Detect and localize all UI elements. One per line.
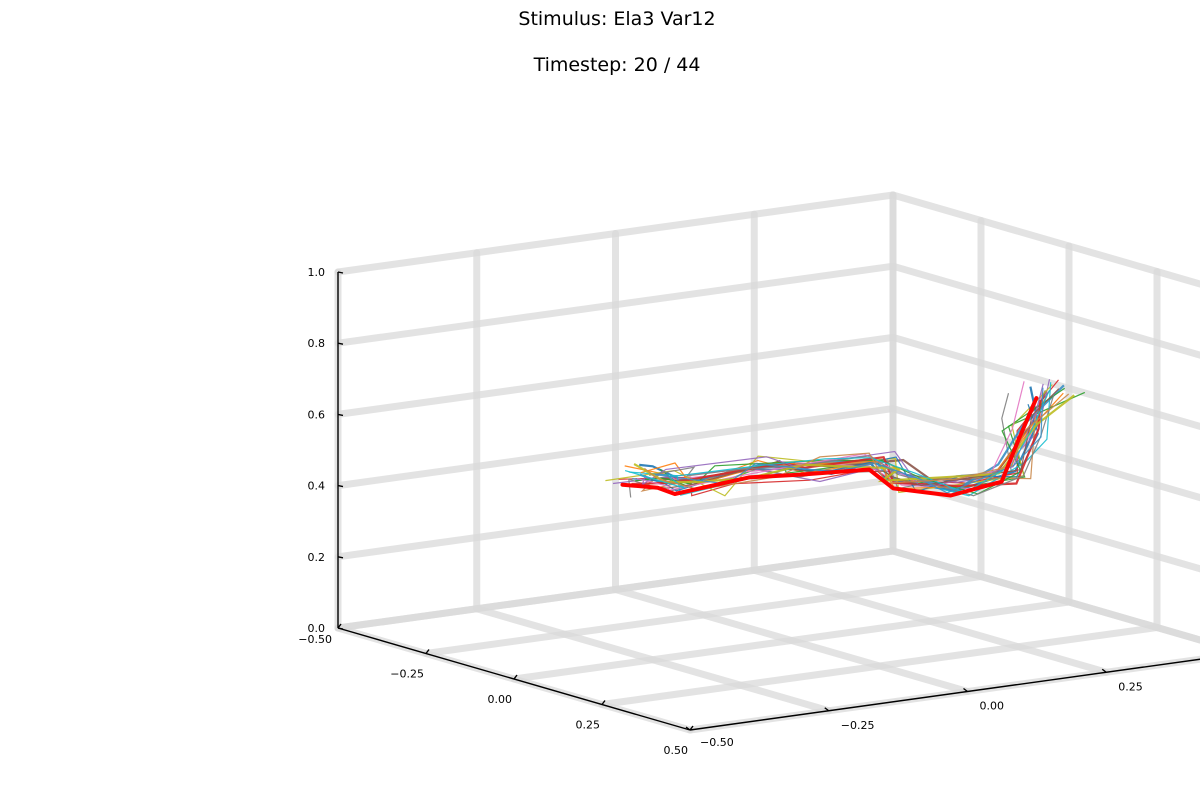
z-tick-label: 0.4 [308,480,326,493]
x-tick-mark [513,674,518,680]
y-tick-mark [824,707,830,712]
grid-line [750,566,1110,676]
grid-line [334,262,897,347]
y-tick-label: −0.25 [841,719,875,732]
x-tick-label: 0.50 [664,744,689,757]
x-tick-label: −0.50 [298,633,332,646]
z-tick-mark [337,342,344,345]
x-tick-label: 0.25 [576,719,601,732]
z-tick-mark [337,627,344,630]
y-tick-label: −0.50 [700,736,734,749]
x-tick-mark [425,649,430,654]
z-tick-label: 1.0 [308,266,326,279]
grid-line [889,262,1200,359]
grid-line [334,333,897,418]
trajectory-line [624,389,1051,494]
y-tick-mark [1101,668,1107,673]
grid-line [889,405,1200,502]
x-tick-mark [601,700,606,705]
x-tick-label: 0.00 [488,693,513,706]
grid-line [473,605,833,715]
x-tick-label: −0.25 [390,668,424,681]
grid-line [889,191,1200,288]
z-tick-label: 0.6 [308,408,326,421]
trajectory-line [644,393,1070,491]
axis-layer [337,271,1200,731]
y-tick-label: 0.25 [1118,680,1143,693]
y-tick-mark [685,726,691,731]
grid-line [612,586,971,695]
z-tick-mark [337,556,344,559]
grid-layer [334,191,1200,734]
grid-line [889,547,1200,644]
highlight-layer [620,396,1039,498]
x-tick-mark [689,725,694,731]
z-tick-label: 0.2 [308,551,326,564]
z-tick-label: 0.8 [308,337,326,350]
tick-layer: −0.50 −0.25 0.00 0.25 0.50 −0.50 −0.25 0.00 0.25… [298,266,1143,757]
grid-line [334,405,897,490]
z-tick-mark [337,271,344,274]
y-tick-label: 0.00 [980,700,1005,713]
x-tick-mark [337,623,342,629]
grid-line [334,476,897,561]
z-tick-label: 0.0 [308,622,326,635]
grid-line [889,333,1200,431]
z-tick-mark [337,413,344,417]
chart-subtitle: Timestep: 20 / 44 [533,54,701,76]
grid-line [334,191,897,276]
highlight-trajectory [620,396,1039,498]
y-tick-mark [963,687,968,693]
chart-title: Stimulus: Ela3 Var12 [518,8,715,30]
z-tick-mark [337,484,344,488]
